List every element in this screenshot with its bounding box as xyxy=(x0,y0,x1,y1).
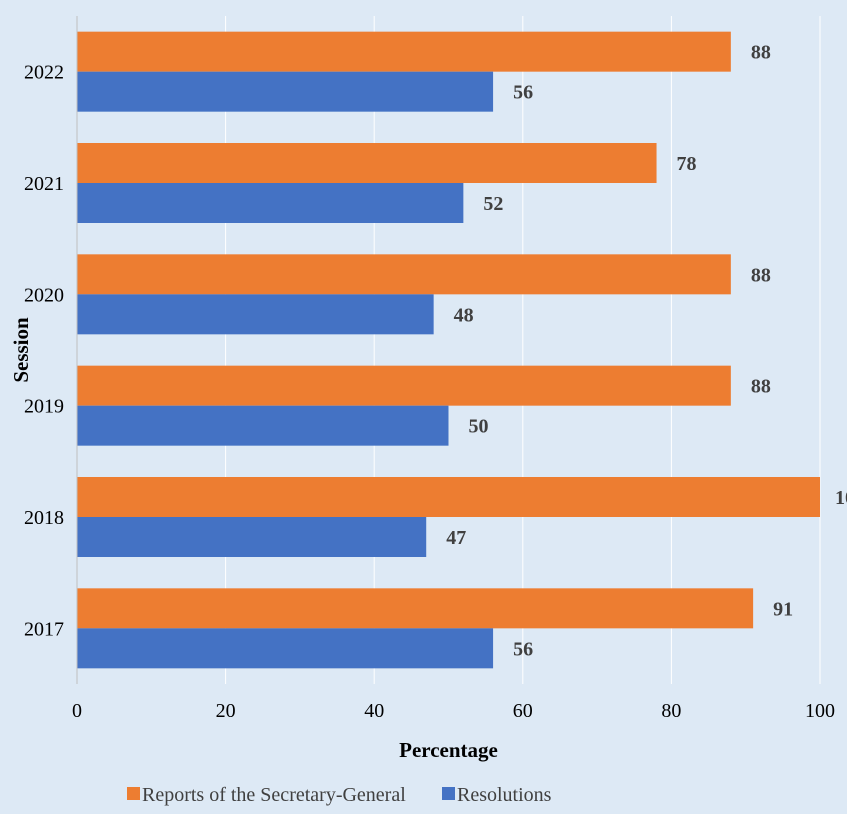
legend-label-resolutions: Resolutions xyxy=(457,784,552,806)
data-label-reports-2020: 88 xyxy=(751,264,771,286)
data-label-resolutions-2019: 50 xyxy=(469,416,489,438)
bar-reports-2022 xyxy=(77,31,731,72)
gridlines xyxy=(225,16,821,684)
data-label-reports-2017: 91 xyxy=(773,598,793,620)
data-label-resolutions-2020: 48 xyxy=(454,304,474,326)
data-label-reports-2019: 88 xyxy=(751,376,771,398)
x-axis-title: Percentage xyxy=(399,738,498,762)
bars xyxy=(77,31,820,669)
x-tick-labels: 0 20 40 60 80 100 xyxy=(72,700,835,722)
x-tick-label-80: 80 xyxy=(661,700,681,722)
data-label-reports-2022: 88 xyxy=(751,42,771,64)
bar-reports-2021 xyxy=(77,143,657,183)
bar-reports-2019 xyxy=(77,365,731,406)
legend-swatch-reports xyxy=(127,787,140,800)
x-tick-label-0: 0 xyxy=(72,700,82,722)
y-tick-label-2020: 2020 xyxy=(24,284,64,306)
y-axis-title: Session xyxy=(9,317,33,383)
data-labels: 91 56 100 47 88 50 88 48 78 52 88 56 xyxy=(446,42,847,661)
data-label-resolutions-2021: 52 xyxy=(483,193,503,215)
bar-resolutions-2022 xyxy=(77,71,494,112)
data-label-reports-2018: 100 xyxy=(835,487,847,509)
x-tick-label-40: 40 xyxy=(364,700,384,722)
bar-resolutions-2018 xyxy=(77,517,427,557)
bar-resolutions-2019 xyxy=(77,405,449,446)
legend-label-reports: Reports of the Secretary-General xyxy=(142,784,406,806)
bar-resolutions-2017 xyxy=(77,628,494,669)
data-label-resolutions-2022: 56 xyxy=(513,82,533,104)
y-tick-label-2022: 2022 xyxy=(24,62,64,84)
x-tick-label-20: 20 xyxy=(216,700,236,722)
bar-reports-2018 xyxy=(77,477,820,517)
y-tick-label-2018: 2018 xyxy=(24,507,64,529)
bar-reports-2020 xyxy=(77,254,731,295)
legend: Reports of the Secretary-General Resoluti… xyxy=(127,784,552,806)
legend-swatch-resolutions xyxy=(442,787,455,800)
data-label-reports-2021: 78 xyxy=(677,153,697,175)
y-tick-labels: 2017 2018 2019 2020 2021 2022 xyxy=(24,62,64,641)
x-tick-label-100: 100 xyxy=(805,700,835,722)
y-tick-label-2021: 2021 xyxy=(24,173,64,195)
bar-resolutions-2020 xyxy=(77,294,434,335)
data-label-resolutions-2017: 56 xyxy=(513,638,533,660)
y-tick-label-2017: 2017 xyxy=(24,618,64,640)
bar-reports-2017 xyxy=(77,588,754,629)
data-label-resolutions-2018: 47 xyxy=(446,527,466,549)
y-tick-label-2019: 2019 xyxy=(24,396,64,418)
x-tick-label-60: 60 xyxy=(513,700,533,722)
bar-resolutions-2021 xyxy=(77,183,464,223)
